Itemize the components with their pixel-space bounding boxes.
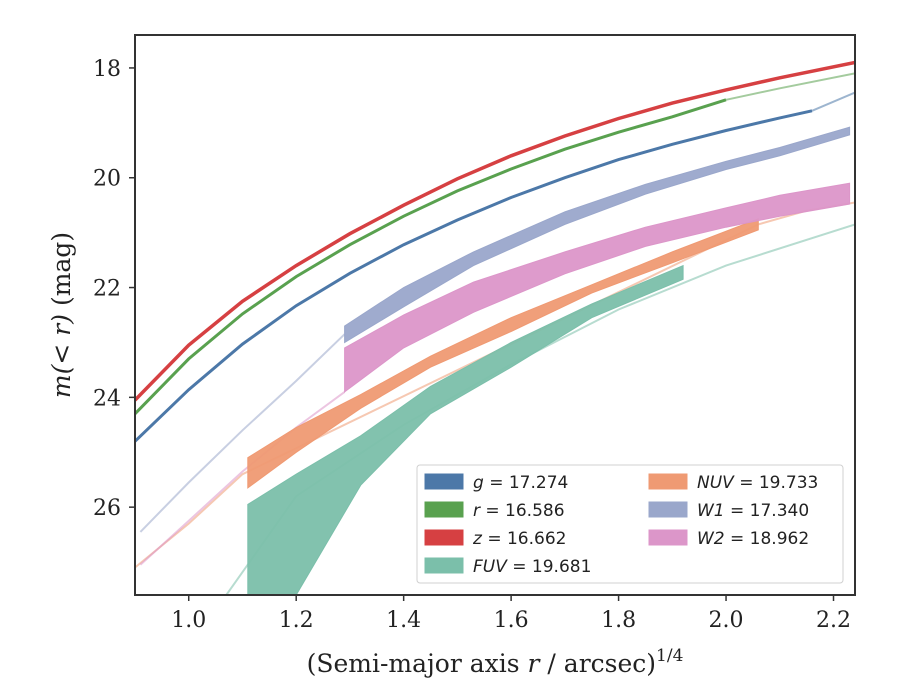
series-r-line bbox=[135, 98, 727, 415]
y-tick-label: 26 bbox=[93, 496, 121, 521]
series-w1-band bbox=[344, 126, 851, 344]
x-tick-label: 1.2 bbox=[279, 608, 314, 633]
series-g-extension bbox=[811, 91, 855, 112]
legend-swatch bbox=[424, 501, 464, 518]
legend-label: W1 = 17.340 bbox=[697, 501, 809, 521]
series-w1-extension bbox=[139, 333, 346, 533]
series-w2-band bbox=[344, 182, 851, 393]
plot-frame bbox=[134, 34, 856, 596]
legend-swatch bbox=[424, 529, 464, 546]
legend-swatch bbox=[648, 473, 688, 490]
x-tick-label: 1.0 bbox=[171, 608, 206, 633]
legend-item-nuv: NUV = 19.733 bbox=[648, 473, 818, 493]
legend-label: FUV = 19.681 bbox=[473, 557, 591, 577]
y-tick-label: 24 bbox=[93, 386, 121, 411]
y-axis-title: m(< r) (mag) bbox=[47, 232, 76, 398]
y-tick-label: 20 bbox=[93, 167, 121, 192]
legend-swatch bbox=[424, 557, 464, 574]
x-tick-label: 1.8 bbox=[601, 608, 636, 633]
legend-swatch bbox=[648, 529, 688, 546]
legend-label: r = 16.586 bbox=[473, 501, 565, 521]
legend: g = 17.274 r = 16.586 z = 16.662 FUV = 19.6… bbox=[416, 464, 844, 584]
series-z-line bbox=[135, 60, 855, 402]
legend-item-r: r = 16.586 bbox=[424, 501, 565, 521]
legend-item-fuv: FUV = 19.681 bbox=[424, 557, 591, 577]
legend-label: z = 16.662 bbox=[472, 529, 566, 549]
x-tick-label: 1.6 bbox=[494, 608, 529, 633]
series-r-extension bbox=[725, 72, 855, 101]
legend-box bbox=[416, 464, 844, 584]
series-g-line bbox=[135, 109, 813, 443]
series-nuv-band bbox=[247, 218, 759, 489]
x-tick-label: 2.0 bbox=[709, 608, 744, 633]
series-fuv-band bbox=[247, 264, 684, 595]
x-tick-label: 1.4 bbox=[386, 608, 421, 633]
legend-item-w2: W2 = 18.962 bbox=[648, 529, 809, 549]
legend-swatch bbox=[648, 501, 688, 518]
legend-label: g = 17.274 bbox=[473, 473, 568, 493]
x-tick-label: 2.2 bbox=[816, 608, 851, 633]
series-layer bbox=[135, 60, 855, 595]
x-axis-title: (Semi-major axis r / arcsec)1/4 bbox=[307, 646, 684, 678]
legend-label: NUV = 19.733 bbox=[697, 473, 818, 493]
legend-item-g: g = 17.274 bbox=[424, 473, 568, 493]
legend-swatch bbox=[424, 473, 464, 490]
legend-item-w1: W1 = 17.340 bbox=[648, 501, 809, 521]
y-tick-label: 22 bbox=[93, 277, 121, 302]
series-w2-extension bbox=[139, 391, 346, 566]
ticks-layer: 1.0 1.2 1.4 1.6 1.8 2.0 2.2 18 20 22 24 26 bbox=[93, 57, 851, 633]
legend-label: W2 = 18.962 bbox=[697, 529, 809, 549]
legend-item-z: z = 16.662 bbox=[424, 529, 566, 549]
y-tick-label: 18 bbox=[93, 57, 121, 82]
